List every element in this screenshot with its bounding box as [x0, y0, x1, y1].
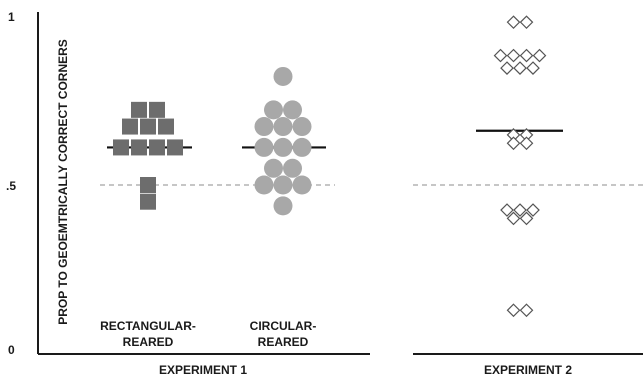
data-point-exp1-group2-5-2	[292, 175, 312, 195]
experiment-2-label: EXPERIMENT 2	[484, 363, 572, 377]
data-point-exp1-group2-5-1	[273, 175, 293, 195]
data-point-exp1-group1-2-0	[113, 139, 129, 156]
data-point-exp2-group1-5-0	[500, 203, 514, 217]
data-point-exp1-group2-2-0	[254, 117, 274, 137]
group-label-rectangular-line1: RECTANGULAR-	[100, 319, 196, 333]
data-point-exp1-group2-3-1	[273, 137, 293, 157]
group-label-circular-line2: REARED	[258, 335, 309, 349]
group-label-rectangular-line2: REARED	[123, 335, 174, 349]
data-point-exp2-group1-0-0	[506, 15, 521, 30]
data-point-exp2-group1-1-0	[493, 48, 508, 63]
data-point-exp1-group2-3-0	[254, 137, 274, 157]
group-label-circular-line1: CIRCULAR-	[250, 319, 317, 333]
category-labels: RECTANGULAR- REARED CIRCULAR- REARED EXP…	[100, 319, 572, 377]
data-point-exp2-group1-1-1	[506, 48, 521, 63]
data-point-exp1-group1-3-0	[140, 177, 156, 193]
data-markers	[113, 15, 547, 318]
data-point-exp1-group2-1-0	[264, 100, 283, 120]
data-point-exp2-group1-7-1	[519, 303, 534, 318]
axes: 1 .5 0 PROP TO GEOEMTRICALLY CORRECT COR…	[6, 10, 643, 357]
data-point-exp2-group1-2-2	[526, 61, 540, 75]
data-point-exp1-group2-0-0	[273, 66, 293, 86]
data-point-exp2-group1-2-0	[500, 61, 514, 75]
data-point-exp1-group1-2-3	[167, 139, 183, 156]
data-point-exp1-group2-5-0	[254, 175, 274, 195]
data-point-exp1-group1-1-1	[140, 118, 156, 135]
data-point-exp2-group1-1-3	[532, 48, 547, 63]
data-point-exp2-group1-1-2	[519, 48, 534, 63]
data-point-exp1-group1-0-0	[131, 101, 147, 118]
data-point-exp1-group2-6-0	[273, 196, 293, 216]
data-point-exp1-group2-2-2	[292, 117, 312, 137]
data-point-exp1-group1-1-0	[122, 118, 138, 135]
data-point-exp1-group2-4-0	[264, 158, 283, 178]
data-point-exp2-group1-4-0	[506, 136, 521, 151]
data-point-exp1-group2-3-2	[292, 137, 312, 157]
y-tick-label-0: 0	[8, 343, 15, 357]
data-point-exp1-group1-1-2	[158, 118, 174, 135]
experiment-1-label: EXPERIMENT 1	[159, 363, 247, 377]
data-point-exp1-group2-2-1	[273, 117, 293, 137]
data-point-exp2-group1-2-1	[513, 61, 527, 75]
data-point-exp2-group1-5-1	[513, 203, 527, 217]
data-point-exp2-group1-6-1	[519, 211, 534, 226]
data-point-exp2-group1-7-0	[506, 303, 521, 318]
data-point-exp2-group1-6-0	[506, 211, 521, 226]
data-point-exp1-group1-4-0	[140, 193, 156, 210]
data-point-exp1-group2-1-1	[283, 100, 302, 120]
data-point-exp2-group1-0-1	[519, 15, 534, 30]
data-point-exp1-group1-0-1	[149, 101, 165, 118]
data-point-exp1-group2-4-1	[283, 158, 302, 178]
data-point-exp1-group1-2-1	[131, 139, 147, 156]
data-point-exp2-group1-5-2	[526, 203, 540, 217]
data-point-exp2-group1-4-1	[519, 136, 534, 151]
y-axis-label: PROP TO GEOEMTRICALLY CORRECT CORNERS	[56, 39, 70, 325]
y-tick-label-05: .5	[6, 179, 16, 193]
data-point-exp1-group1-2-2	[149, 139, 165, 156]
y-tick-label-1: 1	[8, 10, 15, 24]
